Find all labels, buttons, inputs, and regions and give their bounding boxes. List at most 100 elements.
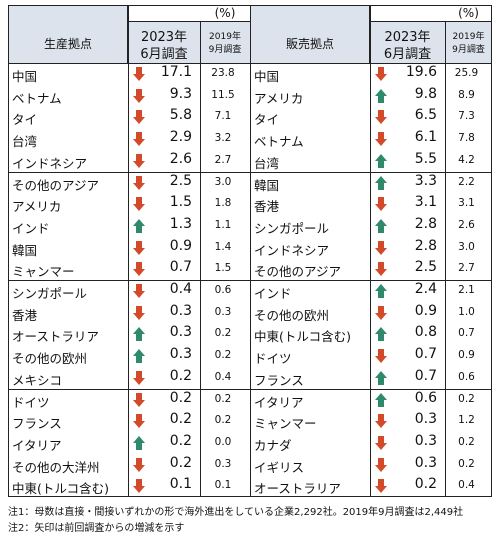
value-2023: 19.6 (405, 64, 437, 80)
value-2023: 0.7 (414, 346, 437, 363)
col-line (370, 5, 371, 497)
trend-arrow (132, 261, 146, 277)
header-cell (8, 5, 128, 63)
value-2019: 0.9 (458, 349, 475, 362)
trend-arrow (374, 66, 388, 82)
arrow-icon (375, 197, 387, 212)
row-name: 香港 (254, 199, 280, 215)
trend-arrow (132, 435, 146, 451)
value-2023: 0.2 (169, 389, 192, 406)
trend-arrow (374, 131, 388, 147)
arrow-icon (133, 110, 145, 125)
value-2019: 1.0 (458, 305, 475, 318)
trend-arrow (374, 153, 388, 169)
value-2023: 0.1 (169, 476, 192, 493)
value-2019: 2.7 (458, 262, 475, 275)
arrow-icon (375, 414, 387, 429)
col-line (200, 21, 201, 497)
value-2023: 0.3 (414, 432, 437, 449)
value-2023: 0.3 (169, 302, 192, 319)
group-line (8, 388, 250, 390)
arrow-icon (133, 327, 145, 342)
trend-arrow (374, 326, 388, 342)
header-2023: 2023年 (384, 30, 431, 45)
arrow-icon (375, 327, 387, 342)
value-2019: 7.3 (458, 110, 475, 123)
arrow-icon (133, 132, 145, 147)
value-2019: 0.6 (458, 370, 475, 383)
arrow-icon (375, 392, 387, 407)
row-name: その他の欧州 (12, 351, 88, 367)
value-2023: 0.3 (169, 324, 192, 341)
value-2019: 0.2 (458, 392, 475, 405)
trend-arrow (374, 392, 388, 408)
value-2019: 3.2 (214, 132, 232, 145)
header-cell (250, 5, 370, 63)
header-2023: 6月調査 (140, 47, 188, 62)
row-name: ベトナム (254, 134, 304, 150)
row-name: タイ (12, 112, 38, 128)
arrow-icon (133, 88, 145, 103)
value-2023: 0.7 (169, 259, 192, 276)
value-2023: 0.2 (169, 411, 192, 428)
group-line (8, 171, 250, 173)
value-2019: 2.6 (458, 218, 475, 231)
header-bottom (8, 63, 250, 64)
arrow-icon (375, 110, 387, 125)
trend-arrow (132, 457, 146, 473)
arrow-icon (133, 349, 145, 364)
header-cell (370, 5, 492, 21)
trend-arrow (132, 413, 146, 429)
value-2019: 0.4 (458, 479, 475, 492)
value-2019: 0.7 (458, 327, 475, 340)
col-line (128, 5, 129, 497)
arrow-icon (375, 175, 387, 190)
value-2023: 1.5 (169, 194, 192, 211)
trend-arrow (132, 370, 146, 386)
header-line (128, 21, 250, 22)
row-name: ベトナム (12, 90, 62, 106)
value-2023: 3.1 (414, 194, 437, 211)
value-2023: 2.9 (169, 129, 192, 146)
trend-arrow (132, 326, 146, 342)
value-2019: 1.8 (214, 197, 232, 210)
value-2019: 0.2 (458, 435, 475, 448)
header-line (370, 21, 492, 22)
header-2023: 6月調査 (383, 47, 432, 62)
arrow-icon (133, 435, 145, 450)
row-name: 韓国 (254, 177, 280, 193)
trend-arrow (374, 196, 388, 212)
arrow-icon (133, 392, 145, 407)
arrow-icon (133, 262, 145, 277)
trend-arrow (374, 348, 388, 364)
value-2019: 0.2 (214, 349, 232, 362)
row-name: シンガポール (12, 286, 88, 301)
value-2019: 0.4 (214, 370, 232, 383)
trend-arrow (132, 218, 146, 234)
trend-arrow (374, 457, 388, 473)
trend-arrow (132, 305, 146, 321)
group-line (250, 171, 492, 173)
value-2019: 0.2 (214, 414, 232, 427)
trend-arrow (374, 261, 388, 277)
trend-arrow (132, 88, 146, 104)
row-name: ドイツ (254, 351, 292, 367)
trend-arrow (374, 109, 388, 125)
value-2023: 0.9 (414, 302, 437, 319)
value-2023: 2.5 (414, 259, 437, 276)
value-2019: 7.8 (458, 132, 475, 145)
value-2019: 2.2 (458, 175, 475, 188)
row-name: 中国 (12, 69, 38, 84)
arrow-icon (375, 479, 387, 494)
arrow-icon (133, 457, 145, 472)
value-2019: 1.2 (458, 414, 475, 427)
value-2023: 0.3 (414, 411, 437, 428)
header-base: 販売拠点 (285, 37, 334, 51)
value-2019: 11.5 (211, 88, 235, 101)
value-2019: 3.0 (458, 240, 475, 253)
value-2023: 0.7 (414, 367, 437, 384)
row-name: カナダ (254, 437, 292, 453)
value-2019: 0.3 (214, 305, 232, 318)
value-2019: 0.3 (214, 457, 232, 470)
